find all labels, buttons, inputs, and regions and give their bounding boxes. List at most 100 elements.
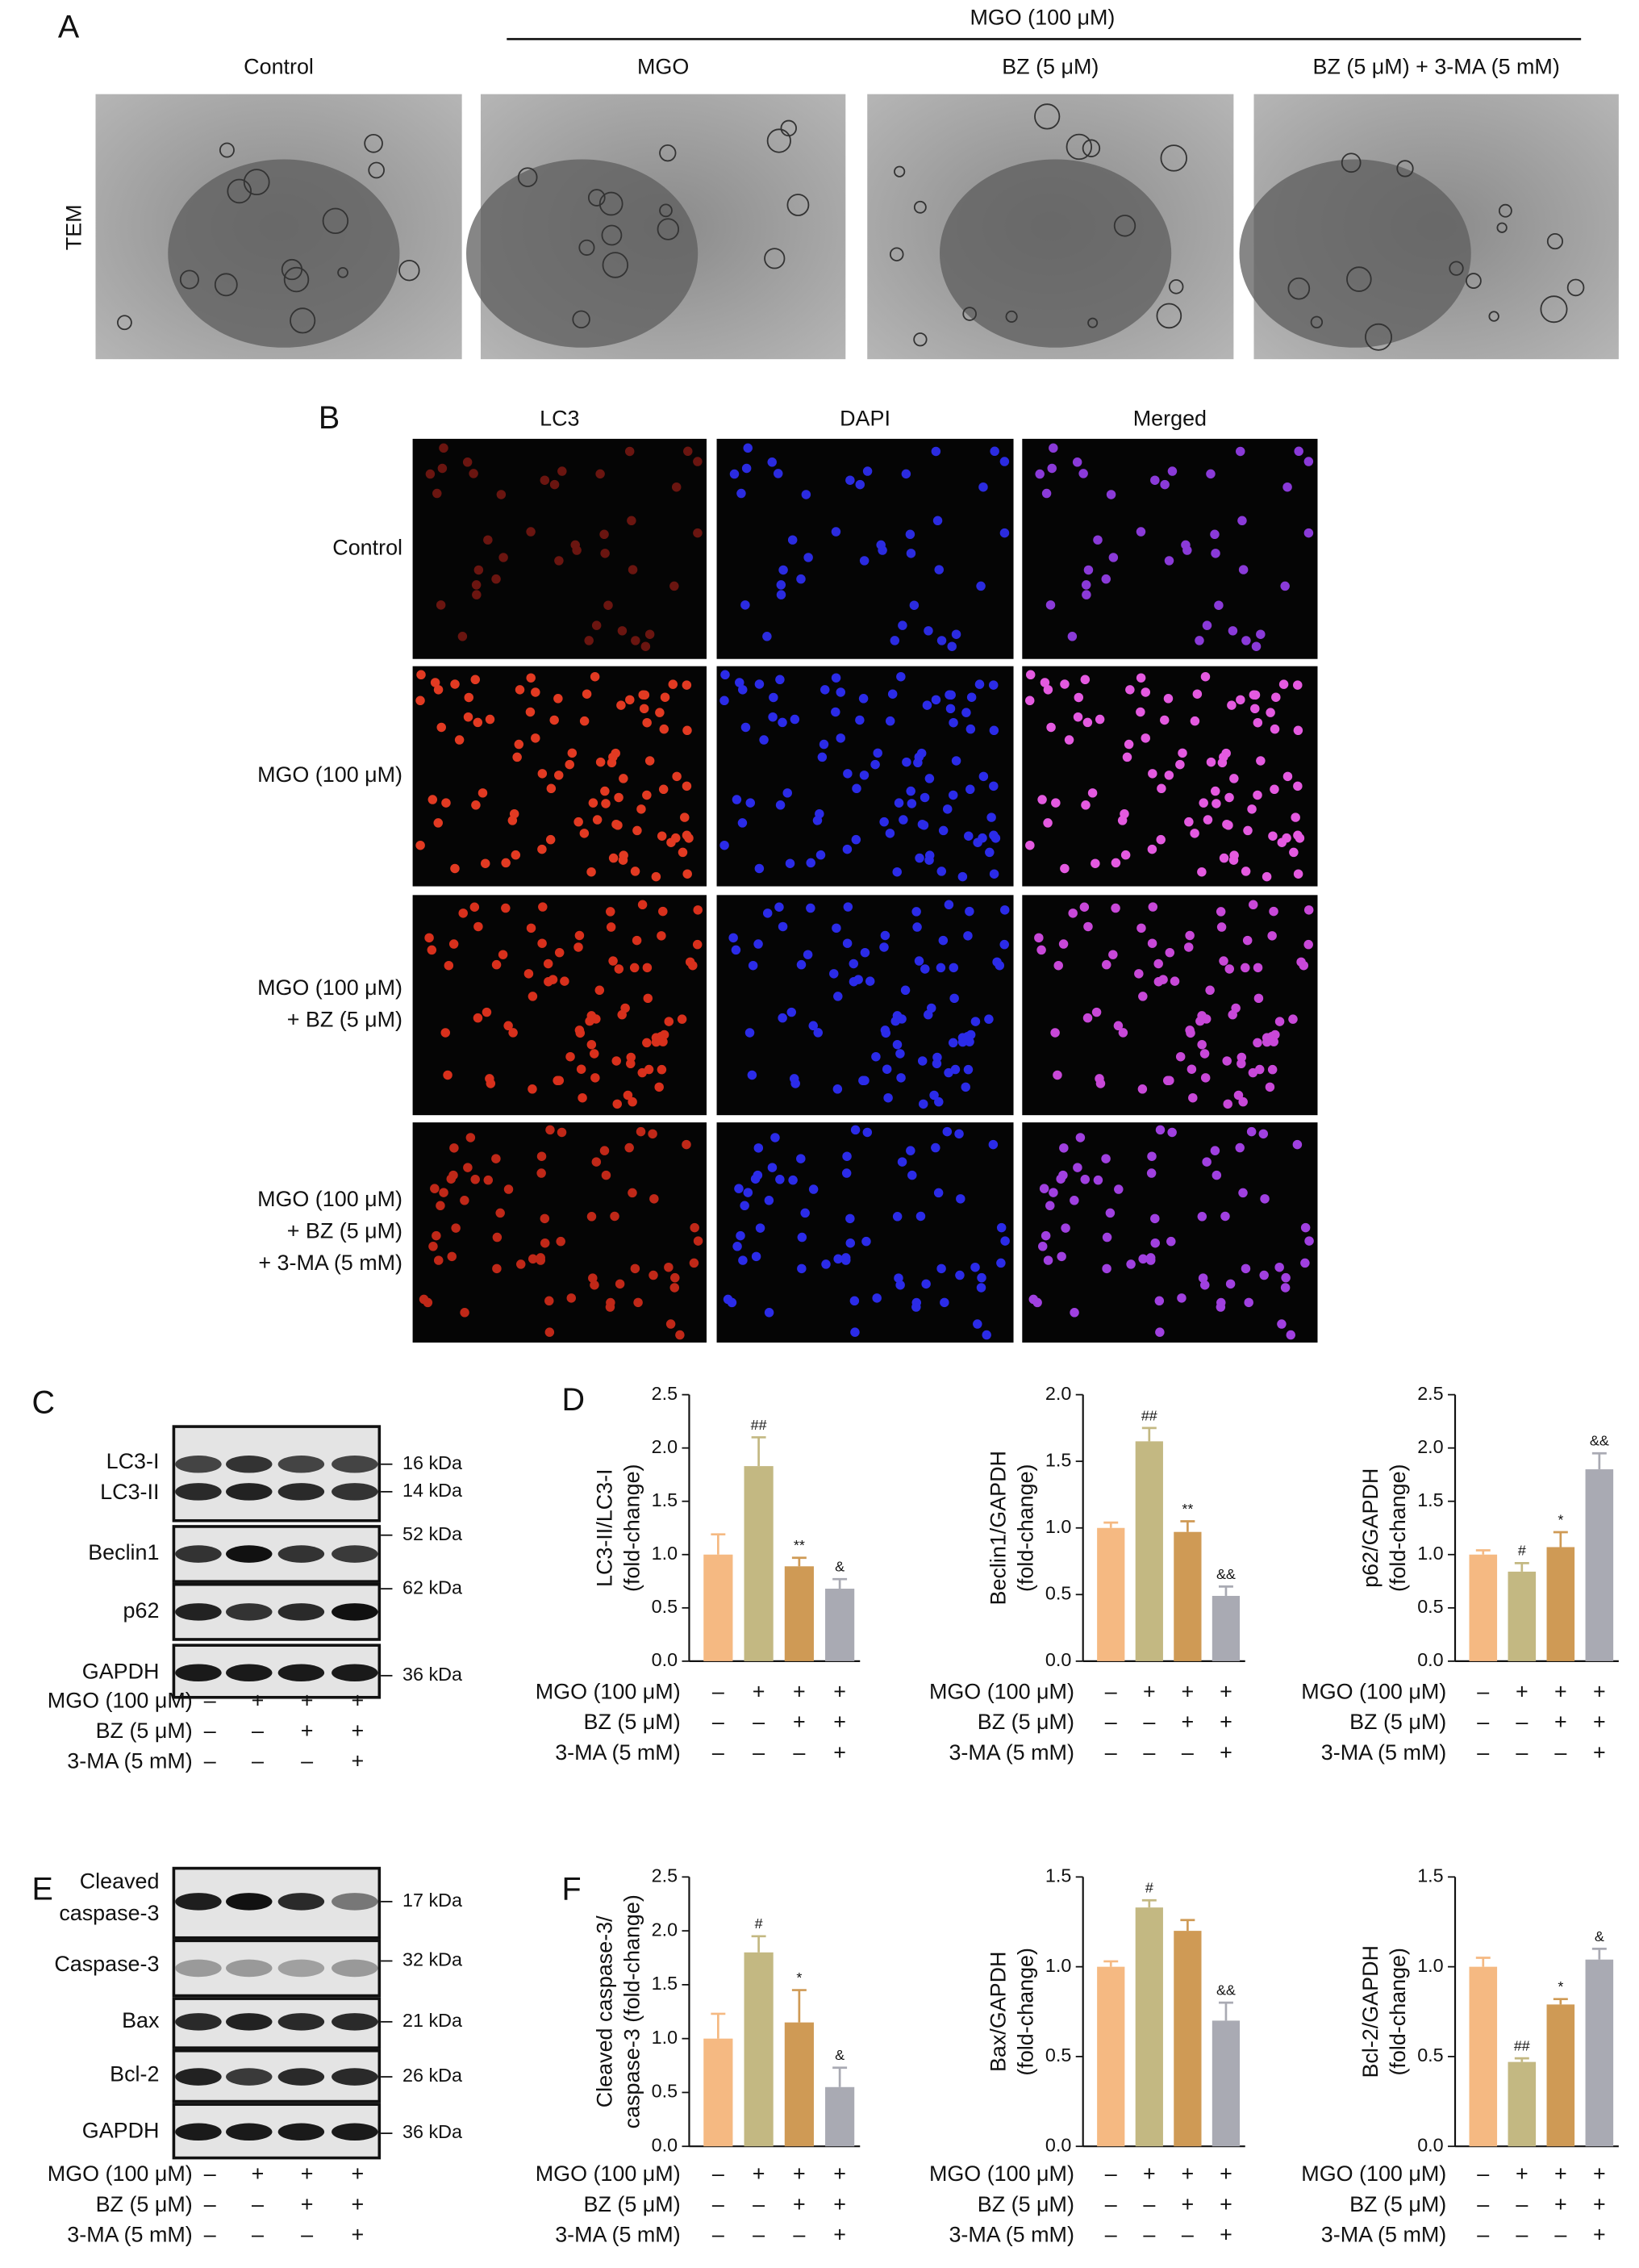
cell [573,817,583,827]
cell [611,819,621,829]
cell [1274,1262,1284,1272]
cell [1175,1051,1186,1062]
cell [767,457,777,467]
treatment-label: BZ (5 μM) [1349,2192,1446,2216]
cell [1293,781,1303,792]
treatment-sign: – [1516,2192,1528,2216]
cell [469,902,480,912]
treatment-sign: – [1554,1740,1566,1765]
cell [1304,1236,1314,1246]
treatment-label: 3-MA (5 mM) [1321,2223,1446,2247]
size-label: 62 kDa [402,1577,462,1598]
cell [501,903,511,913]
cell [855,715,865,725]
cell [887,689,898,699]
cell [787,535,798,545]
row-label: MGO (100 μM) [257,762,402,787]
cell [1039,1184,1049,1193]
cell [734,1184,744,1193]
cell [1206,469,1216,479]
cell [441,798,451,808]
cell [873,748,882,758]
cell [1037,795,1047,804]
cell [1105,1208,1116,1218]
cell [906,786,915,796]
cell [876,540,886,550]
treatment-sign: – [1554,2223,1566,2247]
cell [776,590,786,599]
blot-band [332,1893,378,1911]
cell [688,961,698,971]
cell [648,1129,657,1139]
cell [976,581,986,591]
cell [628,565,638,574]
cell [496,490,507,499]
cell [800,1208,810,1218]
cell [1288,1014,1298,1024]
cell [531,687,540,697]
cell [1241,636,1251,645]
cell [986,812,996,822]
cell [1258,1129,1269,1139]
group-label: MGO (100 μM) [970,5,1115,29]
cell [439,443,448,453]
cell [1111,858,1121,868]
cell [1237,1059,1246,1069]
cell [1120,850,1131,860]
treatment-sign: – [1182,1740,1194,1765]
tem-organelle [1540,295,1568,324]
bar [744,1466,774,1661]
cell [1155,1125,1166,1135]
blot-band [277,1455,325,1473]
cell [590,1280,599,1290]
cell [989,830,999,841]
bar [784,2022,814,2147]
cell [963,931,973,941]
cell [776,580,786,590]
cell [973,1319,982,1329]
cell [1274,1017,1285,1026]
cell [1141,733,1150,743]
cell [896,672,906,682]
cell [870,759,880,770]
tem-organelle [368,161,385,179]
cell [955,1270,965,1280]
cell [526,673,536,683]
cell [1192,689,1203,699]
y-tick-label: 0.0 [1417,1649,1443,1670]
tem-organelle [1113,215,1136,237]
cell [964,831,974,841]
y-tick-label: 1.5 [1045,1449,1071,1470]
cell [1289,847,1299,858]
cell [932,516,943,525]
tem-organelle [214,273,238,297]
treatment-sign: – [1477,1710,1489,1734]
panel-letter: D [561,1382,585,1418]
cell [579,716,590,726]
column-title: DAPI [840,407,890,431]
cell [1260,1194,1270,1204]
cell [657,1064,667,1075]
y-axis-label: (fold-change) [1386,1464,1410,1592]
cell [982,1330,991,1340]
blot-band [226,1603,273,1621]
cell [753,1170,763,1180]
cell [836,687,845,697]
cell [1267,931,1277,941]
y-tick-label: 0.5 [1045,1582,1071,1603]
cell [1072,457,1082,467]
cell [1102,1232,1112,1243]
cell [430,678,440,687]
cell [879,817,889,827]
cell [427,945,437,955]
cell [1303,528,1314,538]
tem-organelle [913,200,927,214]
y-tick-label: 0.0 [1417,2134,1443,2155]
cell [740,1201,749,1211]
bar [1469,1966,1498,2147]
cell [829,969,839,979]
tem-organelle [1488,311,1499,322]
cell [689,1258,699,1268]
cell [1222,819,1232,829]
cell [905,529,915,540]
